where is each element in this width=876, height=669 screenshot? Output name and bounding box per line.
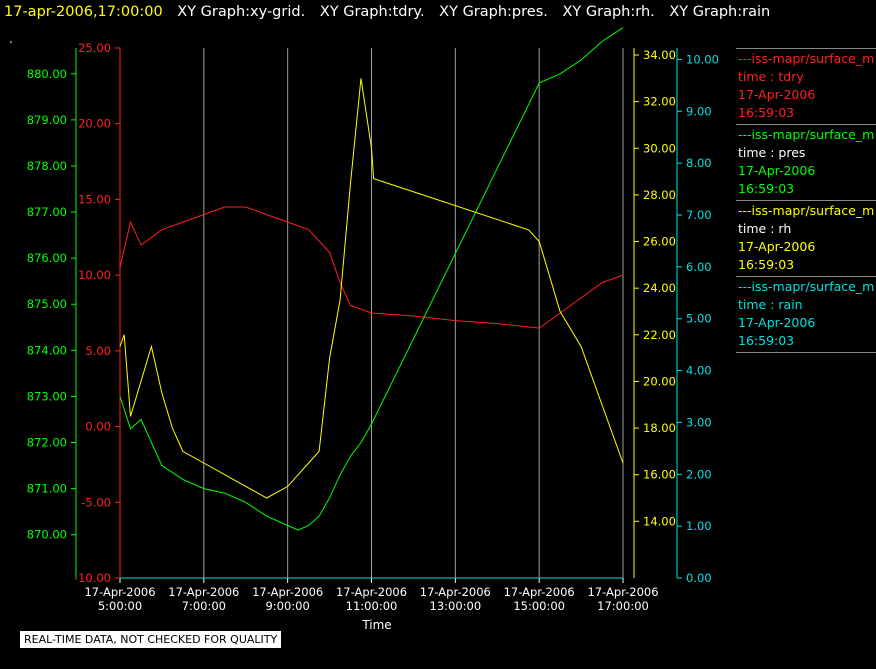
pres-tick-label: 871.00 [27,482,67,496]
timestamp: 17-apr-2006,17:00:00 [4,4,163,20]
legend-series-name: ---iss-mapr/surface_m [738,127,875,142]
quality-disclaimer: REAL-TIME DATA, NOT CHECKED FOR QUALITY [20,631,282,648]
x-tick-time: 13:00:00 [430,599,482,613]
rain-tick-label: 6.00 [686,260,712,274]
legend-series-name: ---iss-mapr/surface_m [738,279,875,294]
tdry-tick-label: 20.00 [78,117,111,131]
legend-date: 17-Apr-2006 [738,315,816,330]
rain-tick-label: 5.00 [686,312,712,326]
legend: ---iss-mapr/surface_m time : tdry 17-Apr… [736,48,876,353]
rh-tick-label: 30.00 [643,141,676,155]
legend-time: 16:59:03 [738,333,795,348]
legend-series-name: ---iss-mapr/surface_m [738,51,875,66]
graph-name-pres: XY Graph:pres. [439,4,548,20]
rh-tick-label: 16.00 [643,468,676,482]
rain-tick-label: 2.00 [686,467,712,481]
rh-tick-label: 32.00 [643,95,676,109]
series-line-pres [119,27,624,531]
x-tick-date: 17-Apr-2006 [336,585,407,599]
tdry-tick-label: -10.00 [74,571,111,585]
rain-tick-label: 9.00 [686,104,712,118]
x-tick-date: 17-Apr-2006 [420,585,491,599]
rain-tick-label: 1.00 [686,519,712,533]
x-tick-date: 17-Apr-2006 [587,585,658,599]
rh-tick-label: 26.00 [643,235,676,249]
x-tick-time: 9:00:00 [265,599,309,613]
legend-date: 17-Apr-2006 [738,163,816,178]
tdry-tick-label: 15.00 [78,192,111,206]
x-tick-time: 15:00:00 [513,599,565,613]
legend-time: 16:59:03 [738,105,795,120]
rain-tick-label: 3.00 [686,415,712,429]
rain-tick-label: 0.00 [686,571,712,585]
tdry-tick-label: 5.00 [85,344,111,358]
legend-field: time : rain [738,297,803,312]
pres-tick-label: 870.00 [27,528,67,542]
pres-tick-label: 877.00 [27,205,67,219]
legend-entry-rain[interactable]: ---iss-mapr/surface_m time : rain 17-Apr… [736,276,876,353]
graph-name-rain: XY Graph:rain [669,4,771,20]
x-tick-time: 17:00:00 [597,599,649,613]
status-dot: . [9,32,13,46]
pres-tick-label: 874.00 [27,343,67,357]
legend-field: time : rh [738,221,792,236]
x-tick-time: 5:00:00 [98,599,142,613]
graph-name-rh: XY Graph:rh. [562,4,655,20]
x-axis-label: Time [361,618,391,632]
rh-tick-label: 22.00 [643,328,676,342]
rain-tick-label: 4.00 [686,364,712,378]
x-tick-time: 11:00:00 [346,599,398,613]
x-tick-time: 7:00:00 [182,599,226,613]
tdry-tick-label: 25.00 [78,41,111,55]
rh-tick-label: 14.00 [643,514,676,528]
legend-field: time : tdry [738,69,804,84]
tdry-tick-label: -5.00 [81,495,111,509]
graph-name-tdry: XY Graph:tdry. [319,4,425,20]
legend-date: 17-Apr-2006 [738,239,816,254]
rain-tick-label: 7.00 [686,208,712,222]
pres-tick-label: 873.00 [27,389,67,403]
series-line-rh [119,78,624,499]
header: 17-apr-2006,17:00:00 XY Graph:xy-grid. X… [4,4,770,20]
pres-tick-label: 878.00 [27,159,67,173]
pres-tick-label: 872.00 [27,436,67,450]
rh-tick-label: 34.00 [643,48,676,62]
x-tick-date: 17-Apr-2006 [252,585,323,599]
rh-tick-label: 18.00 [643,421,676,435]
x-tick-date: 17-Apr-2006 [504,585,575,599]
rain-tick-label: 8.00 [686,156,712,170]
legend-series-name: ---iss-mapr/surface_m [738,203,875,218]
legend-entry-rh[interactable]: ---iss-mapr/surface_m time : rh 17-Apr-2… [736,200,876,276]
graph-name-xy-grid: XY Graph:xy-grid. [177,4,306,20]
rh-tick-label: 28.00 [643,188,676,202]
tdry-tick-label: 0.00 [85,420,111,434]
series-line-tdry [119,206,624,329]
pres-tick-label: 875.00 [27,297,67,311]
legend-date: 17-Apr-2006 [738,87,816,102]
x-tick-date: 17-Apr-2006 [84,585,155,599]
x-tick-date: 17-Apr-2006 [168,585,239,599]
legend-entry-tdry[interactable]: ---iss-mapr/surface_m time : tdry 17-Apr… [736,48,876,124]
legend-field: time : pres [738,145,806,160]
legend-time: 16:59:03 [738,181,795,196]
legend-entry-pres[interactable]: ---iss-mapr/surface_m time : pres 17-Apr… [736,124,876,200]
rh-tick-label: 24.00 [643,281,676,295]
pres-tick-label: 876.00 [27,251,67,265]
pres-tick-label: 879.00 [27,113,67,127]
rain-tick-label: 10.00 [686,52,719,66]
pres-tick-label: 880.00 [27,67,67,81]
tdry-tick-label: 10.00 [78,268,111,282]
legend-time: 16:59:03 [738,257,795,272]
rh-tick-label: 20.00 [643,374,676,388]
